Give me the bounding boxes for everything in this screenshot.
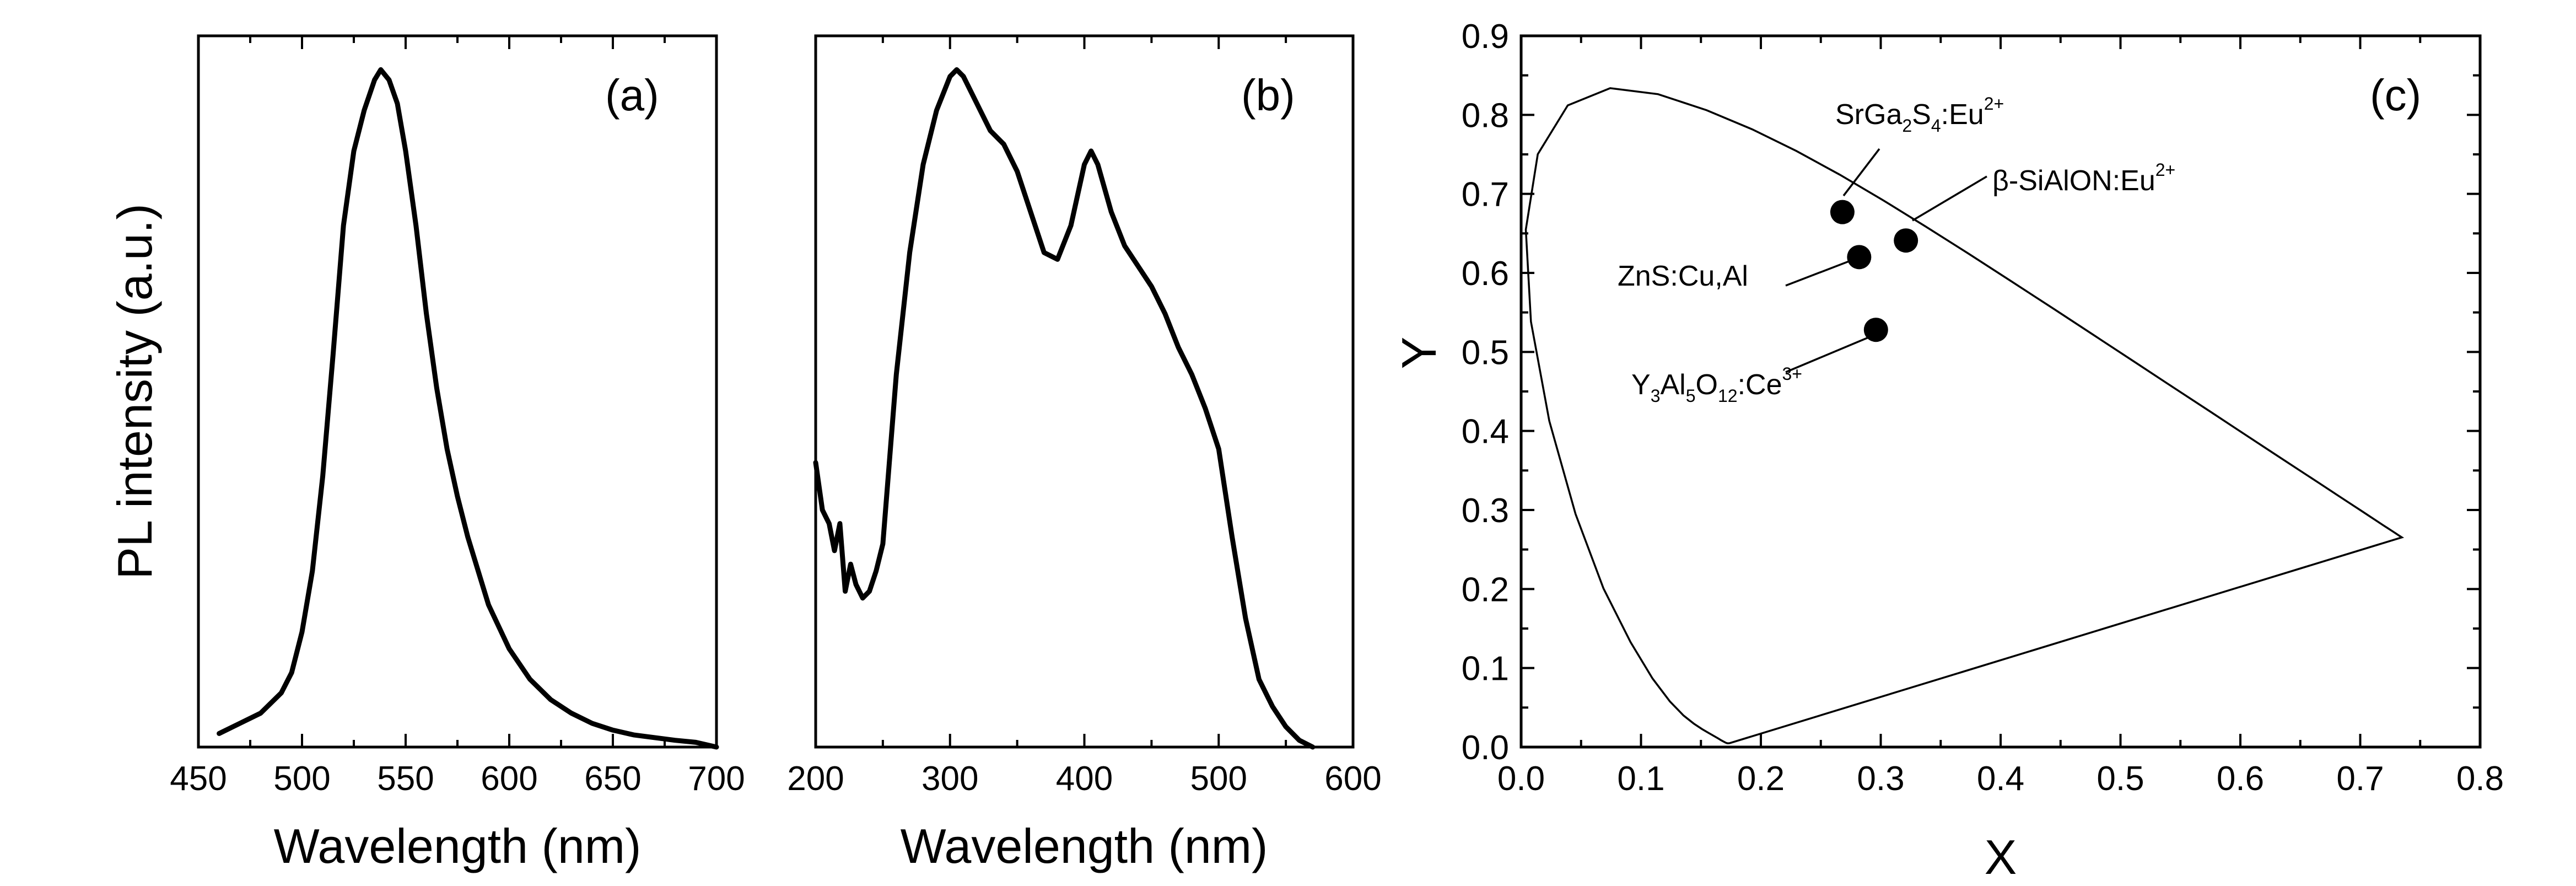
- phosphor-point: [1847, 245, 1872, 270]
- y-tick-label: 0.0: [1462, 729, 1509, 767]
- y-tick-label: 0.7: [1462, 176, 1509, 214]
- y-tick-label: 0.3: [1462, 492, 1509, 530]
- panel-b-x-ticks: 200 300 400 500 600: [787, 36, 1382, 798]
- x-tick-label: 600: [1324, 760, 1381, 798]
- panel-a-plot-frame: [197, 34, 718, 749]
- x-tick-label: 700: [688, 760, 745, 798]
- x-tick-label: 0.3: [1857, 760, 1904, 798]
- point-leader-line: [1842, 148, 1880, 197]
- x-tick-label: 0.1: [1617, 760, 1664, 798]
- y-tick-label: 0.4: [1462, 413, 1509, 451]
- phosphor-point: [1830, 200, 1855, 224]
- panel-c-y-axis-label: Y: [1392, 337, 1446, 369]
- x-tick-label: 0.0: [1497, 760, 1545, 798]
- panel-b-excitation-spectrum: 200 300 400 500 600 (b) Wavelength (nm): [787, 34, 1382, 873]
- panel-c-axis-ticks: 0.0 0.1 0.2 0.3 0.4 0.5 0.6 0.7 0.8 0.0 0.1 0.2 0.3 0…: [1462, 18, 2504, 798]
- panel-c-cie-diagram: 0.0 0.1 0.2 0.3 0.4 0.5 0.6 0.7 0.8 0.0 0.1 0.2 0.3 0…: [1392, 18, 2504, 884]
- y-tick-label: 0.8: [1462, 96, 1509, 135]
- phosphor-label: ZnS:Cu,Al: [1618, 260, 1748, 292]
- phosphor-points: SrGa2S4:Eu2+ β-SiAlON:Eu2+ ZnS:Cu,Al Y3Al5O…: [1618, 94, 2175, 406]
- y-tick-label: 0.5: [1462, 334, 1509, 372]
- point-leader-line: [1912, 175, 1987, 222]
- y-tick-label: 0.1: [1462, 650, 1509, 688]
- x-tick-label: 0.7: [2336, 760, 2384, 798]
- phosphor-point: [1894, 228, 1918, 253]
- phosphor-label: Y3Al5O12:Ce3+: [1631, 364, 1802, 406]
- cie-spectral-locus: [1524, 87, 2405, 744]
- y-tick-label: 0.9: [1462, 18, 1509, 56]
- x-tick-label: 500: [1190, 760, 1247, 798]
- x-tick-label: 650: [584, 760, 641, 798]
- panel-b-label: (b): [1241, 71, 1295, 120]
- point-leader-line: [1785, 335, 1872, 373]
- x-tick-label: 0.2: [1737, 760, 1785, 798]
- panel-a-x-axis-label: Wavelength (nm): [274, 819, 642, 873]
- x-tick-label: 200: [787, 760, 844, 798]
- point-leader-line: [1785, 258, 1855, 287]
- x-tick-label: 400: [1056, 760, 1113, 798]
- panel-c-x-axis-label: X: [1985, 830, 2017, 884]
- panel-a-label: (a): [605, 71, 659, 120]
- x-tick-label: 0.8: [2456, 760, 2504, 798]
- panel-a-emission-spectrum: 450 500 550 600 650 700 (a) Wavelength (nm) P…: [107, 34, 745, 873]
- x-tick-label: 0.5: [2097, 760, 2144, 798]
- x-tick-label: 500: [273, 760, 330, 798]
- y-tick-label: 0.6: [1462, 255, 1509, 293]
- panel-b-x-axis-label: Wavelength (nm): [901, 819, 1268, 873]
- phosphor-point: [1863, 318, 1888, 342]
- x-tick-label: 600: [481, 760, 537, 798]
- x-tick-label: 550: [377, 760, 434, 798]
- phosphor-label: β-SiAlON:Eu2+: [1992, 160, 2175, 197]
- panel-a-x-ticks: 450 500 550 600 650 700: [170, 36, 745, 798]
- x-tick-label: 300: [921, 760, 978, 798]
- phosphor-label: SrGa2S4:Eu2+: [1835, 94, 2004, 136]
- panel-a-y-axis-label: PL intensity (a.u.): [107, 203, 162, 579]
- x-tick-label: 450: [170, 760, 227, 798]
- panel-b-excitation-curve: [813, 67, 1316, 750]
- panel-c-label: (c): [2370, 71, 2421, 120]
- panel-a-emission-curve: [217, 67, 719, 750]
- y-tick-label: 0.2: [1462, 571, 1509, 609]
- x-tick-label: 0.6: [2217, 760, 2264, 798]
- x-tick-label: 0.4: [1977, 760, 2024, 798]
